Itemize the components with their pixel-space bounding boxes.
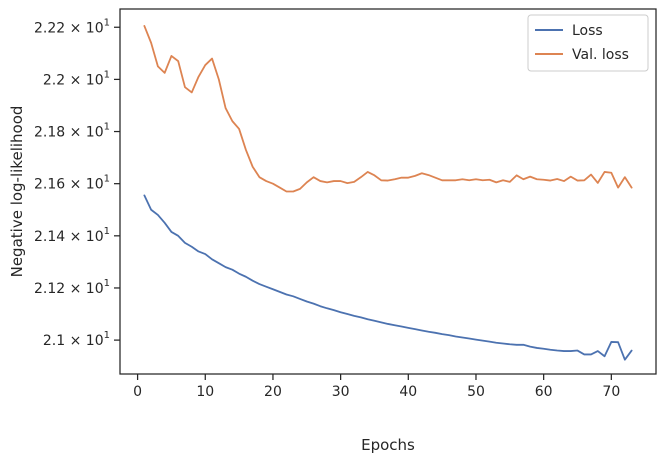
y-tick-times: × xyxy=(65,72,86,88)
y-tick-mantissa: 2.16 xyxy=(34,177,65,193)
y-tick-label: 2.1 × 101 xyxy=(43,330,110,349)
legend: Loss Val. loss xyxy=(527,14,649,72)
y-tick-label: 2.22 × 101 xyxy=(34,17,110,36)
y-tick-exponent: 1 xyxy=(104,122,110,133)
y-tick-mantissa: 2.1 xyxy=(43,333,65,349)
y-tick-base: 10 xyxy=(86,72,104,88)
y-tick-base: 10 xyxy=(86,177,104,193)
x-tick-label: 50 xyxy=(467,384,485,400)
y-tick-mantissa: 2.14 xyxy=(34,229,65,245)
y-tick-exponent: 1 xyxy=(104,174,110,185)
y-tick-times: × xyxy=(65,229,86,245)
y-tick-exponent: 1 xyxy=(104,17,110,28)
y-tick-mantissa: 2.22 xyxy=(34,20,65,36)
series-line-loss xyxy=(143,194,633,361)
legend-label-val-loss: Val. loss xyxy=(572,47,629,63)
x-tick-label: 0 xyxy=(133,384,142,400)
y-tick-times: × xyxy=(65,20,86,36)
y-tick-exponent: 1 xyxy=(104,330,110,341)
y-tick-base: 10 xyxy=(86,333,104,349)
y-tick-mantissa: 2.2 xyxy=(43,72,65,88)
y-tick-times: × xyxy=(65,281,86,297)
y-tick-label: 2.16 × 101 xyxy=(34,174,110,193)
y-tick-mantissa: 2.12 xyxy=(34,281,65,297)
y-tick-times: × xyxy=(65,125,86,141)
series-line-val-loss xyxy=(143,25,633,193)
y-tick-label: 2.2 × 101 xyxy=(43,69,110,88)
y-tick-base: 10 xyxy=(86,229,104,245)
y-tick-label: 2.18 × 101 xyxy=(34,122,110,141)
plot-frame xyxy=(119,8,657,375)
y-tick-times: × xyxy=(65,333,86,349)
x-tick-label: 60 xyxy=(535,384,553,400)
x-tick-label: 30 xyxy=(332,384,350,400)
y-tick-label: 2.14 × 101 xyxy=(34,226,110,245)
x-tick-label: 10 xyxy=(196,384,214,400)
y-tick-mantissa: 2.18 xyxy=(34,125,65,141)
x-axis-title: Epochs xyxy=(361,436,415,454)
x-tick-label: 40 xyxy=(399,384,417,400)
y-tick-exponent: 1 xyxy=(104,278,110,289)
y-tick-exponent: 1 xyxy=(104,69,110,80)
y-tick-exponent: 1 xyxy=(104,226,110,237)
x-tick-label: 20 xyxy=(264,384,282,400)
y-tick-base: 10 xyxy=(86,20,104,36)
x-tick-label: 70 xyxy=(602,384,620,400)
series-layer xyxy=(143,25,633,361)
legend-label-loss: Loss xyxy=(572,23,603,39)
y-tick-label: 2.12 × 101 xyxy=(34,278,110,297)
y-axis-title: Negative log-likelihood xyxy=(8,106,26,278)
y-tick-base: 10 xyxy=(86,125,104,141)
y-tick-base: 10 xyxy=(86,281,104,297)
x-axis: 0 10 20 30 40 50 60 70 xyxy=(133,374,620,400)
y-tick-times: × xyxy=(65,177,86,193)
